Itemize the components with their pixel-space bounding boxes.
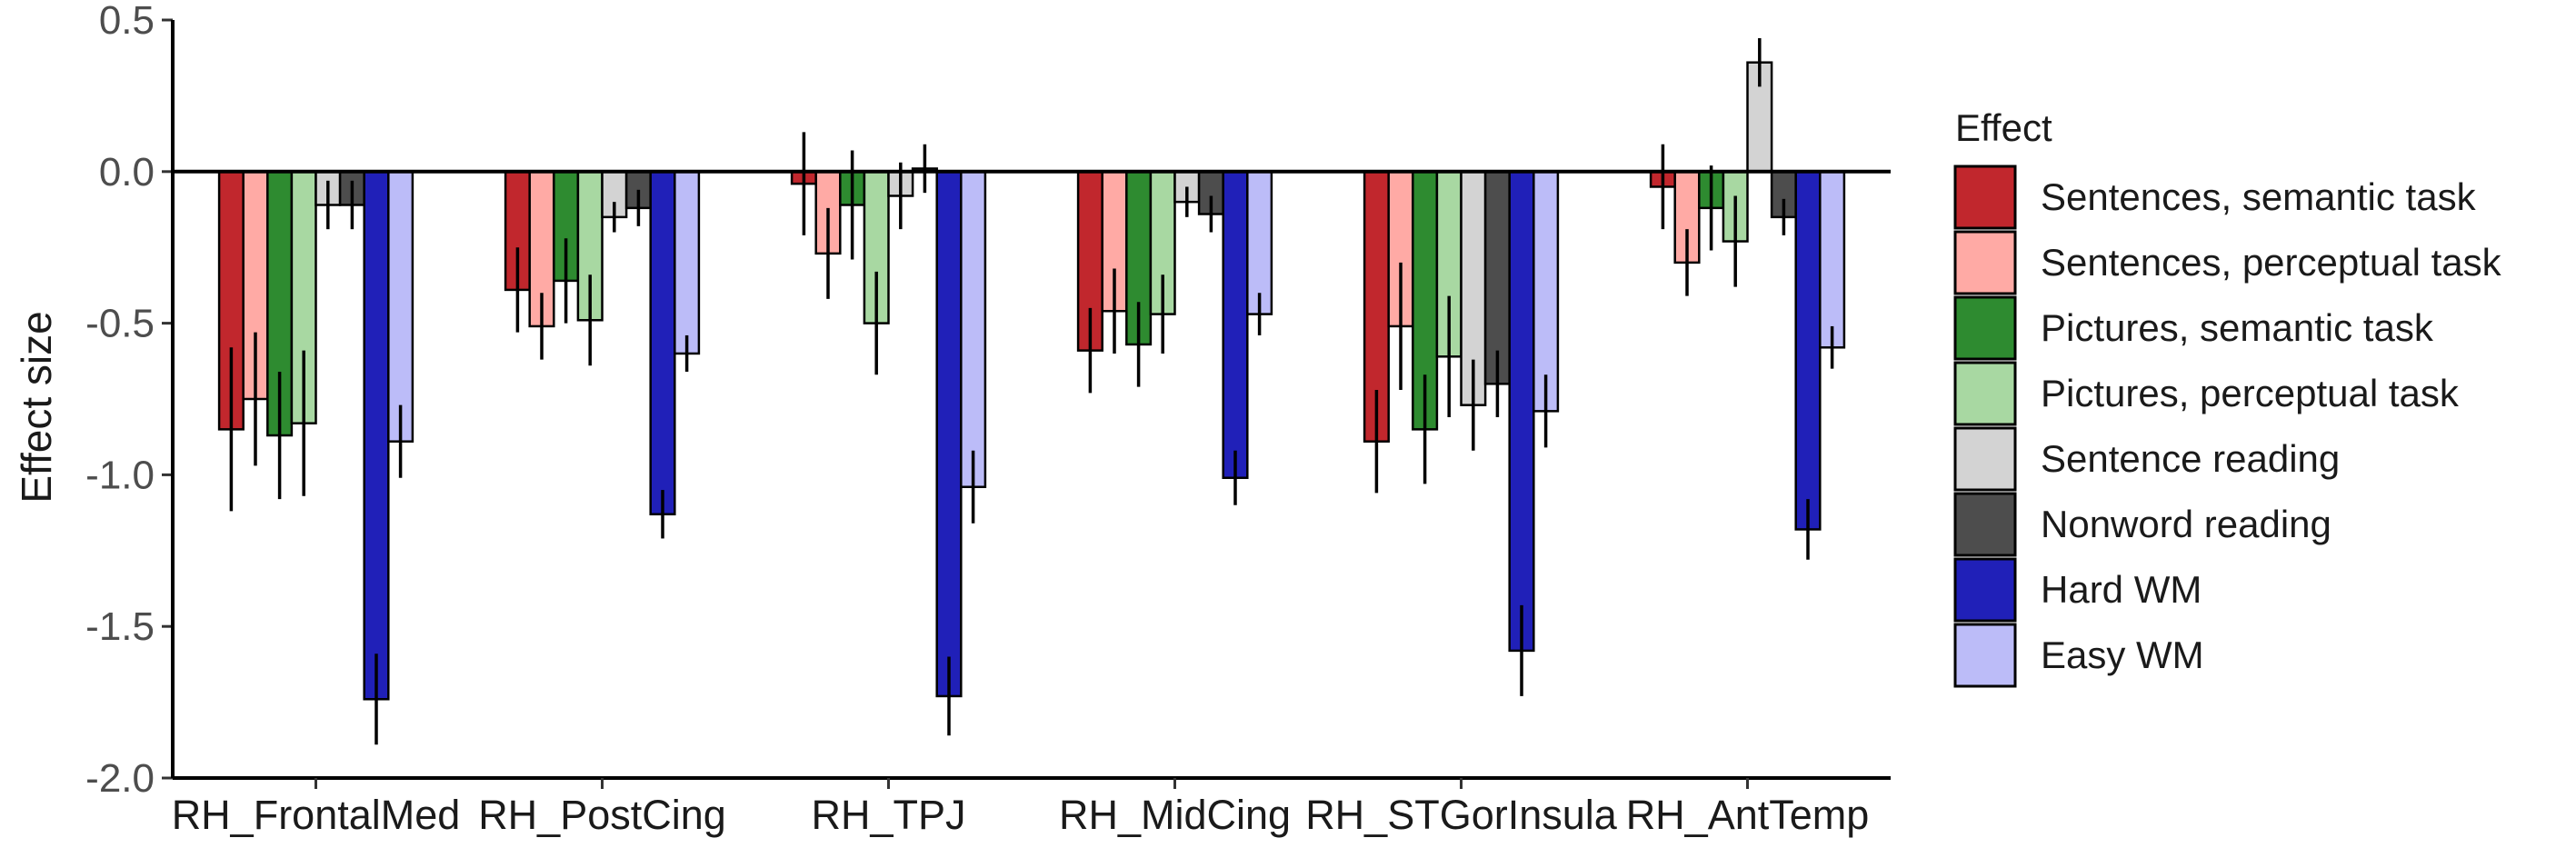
bar (1246, 170, 1273, 315)
bars (217, 61, 1846, 701)
legend-key (1953, 295, 2017, 361)
legend-key (1953, 426, 2017, 492)
x-tick-label: RH_AntTemp (1626, 792, 1870, 838)
legend-key (1953, 165, 2017, 230)
x-tick-label: RH_TPJ (811, 792, 965, 838)
bar (1819, 170, 1846, 349)
bar (935, 170, 963, 698)
legend-label: Nonword reading (2041, 503, 2331, 545)
bar (649, 170, 676, 516)
y-tick-label: 0.5 (99, 0, 155, 43)
error-bars (229, 38, 1834, 745)
legend-title: Effect (1955, 106, 2052, 149)
bar (1508, 170, 1535, 653)
y-tick-label: 0.0 (99, 150, 155, 195)
legend-label: Sentence reading (2041, 437, 2340, 480)
y-axis-ticks: 0.5 0.0 -0.5 -1.0 -1.5 -2.0 (85, 0, 173, 801)
x-tick-label: RH_FrontalMed (172, 792, 461, 838)
y-tick-label: -1.0 (85, 453, 155, 497)
bar (1794, 170, 1822, 531)
y-tick-label: -1.5 (85, 604, 155, 649)
legend-key (1953, 623, 2017, 688)
legend-key (1953, 361, 2017, 426)
legend-label: Hard WM (2041, 568, 2202, 611)
legend-label: Sentences, semantic task (2041, 175, 2477, 218)
x-tick-label: RH_PostCing (478, 792, 726, 838)
y-tick-label: -0.5 (85, 302, 155, 346)
bar (1222, 170, 1249, 479)
legend-key (1953, 230, 2017, 295)
legend-label: Pictures, semantic task (2041, 306, 2434, 349)
legend-label: Easy WM (2041, 634, 2204, 676)
bar (363, 170, 390, 701)
y-tick-label: -2.0 (85, 756, 155, 801)
x-tick-label: RH_STGorInsula (1305, 792, 1618, 838)
x-axis-ticks: RH_FrontalMed RH_PostCing RH_TPJ RH_MidCing… (172, 778, 1870, 838)
bar (1533, 170, 1560, 413)
legend-key (1953, 492, 2017, 557)
bar (674, 170, 701, 355)
legend-key (1953, 557, 2017, 623)
legend-label: Pictures, perceptual task (2041, 372, 2460, 414)
bar (960, 170, 987, 488)
y-axis-title: Effect size (13, 311, 60, 503)
x-tick-label: RH_MidCing (1059, 792, 1291, 838)
legend-label: Sentences, perceptual task (2041, 241, 2502, 284)
bar (387, 170, 414, 443)
legend: Effect Sentences, semantic task Sentences… (1953, 106, 2502, 688)
